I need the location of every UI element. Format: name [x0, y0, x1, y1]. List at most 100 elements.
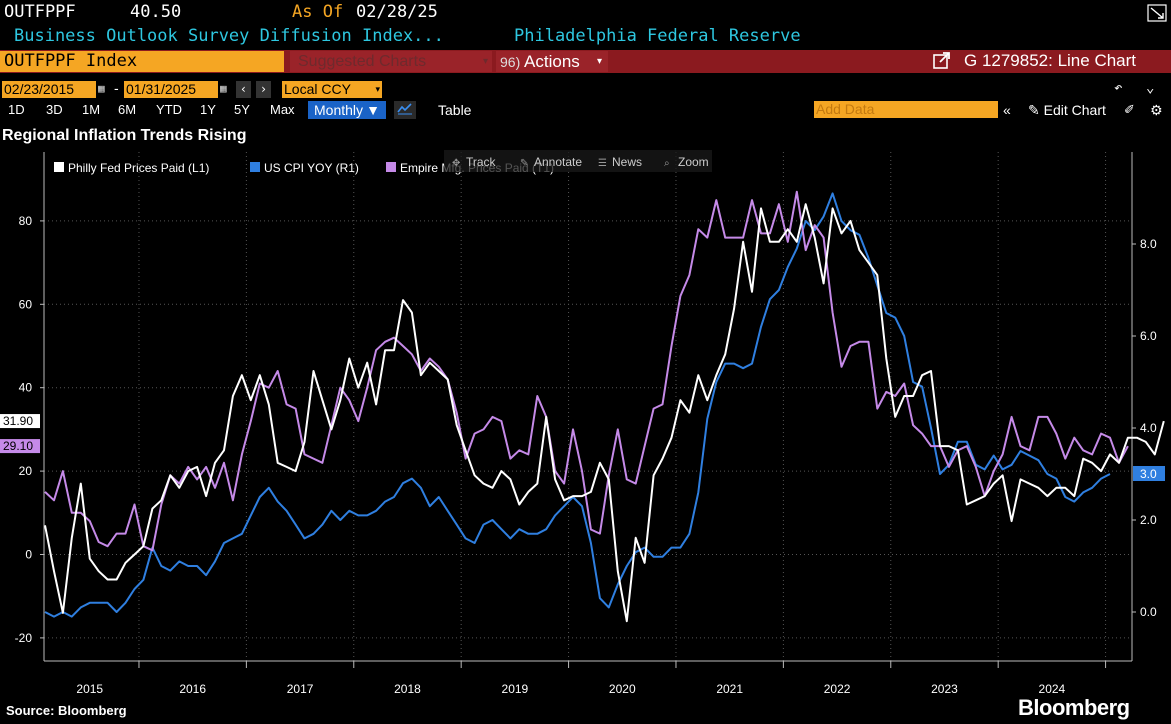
chart-area: Regional Inflation Trends Rising -20 0 20 4… — [0, 127, 1165, 696]
period-button-1d[interactable]: 1D — [8, 102, 25, 117]
next-arrow-icon[interactable]: › — [256, 81, 271, 98]
right-tick-label: 2.0 — [1140, 513, 1157, 527]
actions-label: Actions — [524, 52, 580, 71]
x-tick-label: 2024 — [1039, 682, 1066, 696]
undo-icon[interactable]: ↶ — [1114, 80, 1123, 96]
overlay-background — [444, 150, 712, 172]
left-tick-label: 80 — [19, 214, 33, 228]
track-icon: ✥ — [452, 158, 460, 169]
command-toolbar: OUTFPPF Index Suggested Charts ▾ 96) Act… — [0, 50, 1171, 73]
source-name: Philadelphia Federal Reserve — [514, 26, 801, 46]
philly-last-badge — [0, 414, 40, 429]
cpi-last-badge — [1133, 466, 1165, 481]
left-tick-label: 60 — [19, 297, 33, 311]
gear-icon[interactable]: ⚙ — [1150, 102, 1163, 118]
x-tick-label: 2016 — [179, 682, 206, 696]
source-note: Source: Bloomberg — [6, 703, 127, 718]
index-field[interactable]: OUTFPPF Index — [0, 51, 284, 72]
cpi-last-value: 3.0 — [1140, 467, 1157, 481]
export-icon[interactable] — [932, 52, 952, 74]
add-data-input[interactable]: Add Data — [814, 101, 998, 118]
last-value-labels: 29.10 31.90 3.0 — [0, 414, 1165, 481]
collapse-icon[interactable] — [1147, 4, 1167, 27]
currency-label: Local CCY — [284, 81, 351, 97]
x-tick-label: 2021 — [716, 682, 743, 696]
series-line-philly-fed-prices-paid — [44, 203, 1165, 623]
description-row: Business Outlook Survey Diffusion Index.… — [0, 26, 1171, 48]
bloomberg-logo: Bloomberg — [1018, 695, 1130, 720]
zoom-label: Zoom — [678, 155, 709, 169]
currency-select[interactable]: Local CCY ▾ — [282, 81, 382, 98]
legend-swatch — [386, 162, 396, 172]
ticker: OUTFPPF — [4, 2, 76, 22]
series-line-empire-mfg-prices-paid — [44, 190, 1129, 552]
period-button-1m[interactable]: 1M — [82, 102, 101, 117]
line-chart-icon[interactable] — [394, 101, 416, 119]
settings-dropdown-icon[interactable]: ⌄ — [1146, 80, 1155, 96]
frequency-select[interactable]: Monthly ▼ — [308, 101, 386, 119]
end-date-input[interactable]: 01/31/2025 — [124, 81, 218, 98]
x-tick-label: 2023 — [931, 682, 958, 696]
actions-button[interactable]: 96) Actions ▾ — [496, 51, 608, 72]
chevron-down-icon: ▼ — [366, 102, 380, 118]
legend-swatch — [250, 162, 260, 172]
news-label: News — [612, 155, 642, 169]
right-tick-label: 0.0 — [1140, 605, 1157, 619]
chevron-down-icon: ▾ — [482, 56, 488, 67]
period-button-6m[interactable]: 6M — [118, 102, 137, 117]
calendar-icon[interactable]: ▦ — [220, 82, 227, 95]
period-button-ytd[interactable]: YTD — [156, 102, 182, 117]
table-button[interactable]: Table — [438, 102, 472, 118]
chart-tools-icon[interactable]: ✐ — [1124, 102, 1135, 117]
track-label: Track — [466, 155, 497, 169]
x-tick-label: 2017 — [287, 682, 314, 696]
asof-label: As Of — [292, 2, 344, 22]
x-tick-label: 2019 — [502, 682, 529, 696]
period-button-1y[interactable]: 1Y — [200, 102, 216, 117]
philly-last-value: 31.90 — [3, 414, 33, 428]
chevron-down-icon: ▾ — [375, 84, 380, 94]
chart-id: G 1279852: Line Chart — [964, 51, 1137, 70]
edit-chart-label: Edit Chart — [1043, 102, 1106, 118]
left-tick-label: 0 — [25, 548, 32, 562]
previous-arrow-icon[interactable]: ‹ — [236, 81, 251, 98]
gridlines — [44, 152, 1132, 661]
chevron-down-icon: ▾ — [596, 56, 602, 67]
annotate-label: Annotate — [534, 155, 582, 169]
right-tick-label: 6.0 — [1140, 329, 1157, 343]
edit-chart-button[interactable]: ✎ Edit Chart — [1028, 101, 1106, 119]
suggested-charts-label: Suggested Charts — [298, 53, 427, 70]
period-button-5y[interactable]: 5Y — [234, 102, 250, 117]
last-value: 40.50 — [130, 2, 182, 22]
period-button-3d[interactable]: 3D — [46, 102, 63, 117]
collapse-arrows-icon[interactable]: « — [1003, 102, 1011, 118]
series-line-us-cpi-yoy — [44, 192, 1111, 618]
right-tick-label: 4.0 — [1140, 421, 1157, 435]
x-tick-label: 2022 — [824, 682, 851, 696]
period-row: 1D 3D 1M 6M YTD 1Y 5Y Max Monthly ▼ Table Add D… — [0, 99, 1171, 121]
calendar-icon[interactable]: ▦ — [98, 82, 105, 95]
x-tick-label: 2015 — [76, 682, 103, 696]
empire-last-value: 29.10 — [3, 439, 33, 453]
legend-label: Philly Fed Prices Paid (L1) — [68, 161, 209, 175]
asof-date: 02/28/25 — [356, 2, 438, 22]
news-icon: ☰ — [598, 158, 607, 169]
date-range-row: 02/23/2015 ▦ - 01/31/2025 ▦ ‹ › Local CC… — [0, 79, 1171, 99]
date-separator: - — [114, 80, 119, 96]
left-tick-label: 20 — [19, 464, 33, 478]
actions-number: 96) — [500, 54, 521, 70]
chart-title: Regional Inflation Trends Rising — [2, 127, 246, 144]
axes: -20 0 20 40 60 80 0.0 2.0 4.0 6.0 8.0 2015 2016 2017 2… — [15, 152, 1157, 696]
x-tick-label: 2018 — [394, 682, 421, 696]
security-description: Business Outlook Survey Diffusion Index.… — [14, 26, 444, 46]
empire-last-badge — [0, 439, 40, 454]
x-tick-label: 2020 — [609, 682, 636, 696]
header-row: OUTFPPF 40.50 As Of 02/28/25 — [0, 2, 1171, 24]
annotate-icon: ✎ — [520, 158, 528, 169]
right-tick-label: 8.0 — [1140, 237, 1157, 251]
start-date-input[interactable]: 02/23/2015 — [2, 81, 96, 98]
suggested-charts-button[interactable]: Suggested Charts ▾ — [290, 51, 492, 72]
period-button-max[interactable]: Max — [270, 102, 295, 117]
chart-overlay-toolbar: ✥ Track ✎ Annotate ☰ News ⌕ Zoom — [444, 150, 712, 172]
legend-label: US CPI YOY (R1) — [264, 161, 359, 175]
